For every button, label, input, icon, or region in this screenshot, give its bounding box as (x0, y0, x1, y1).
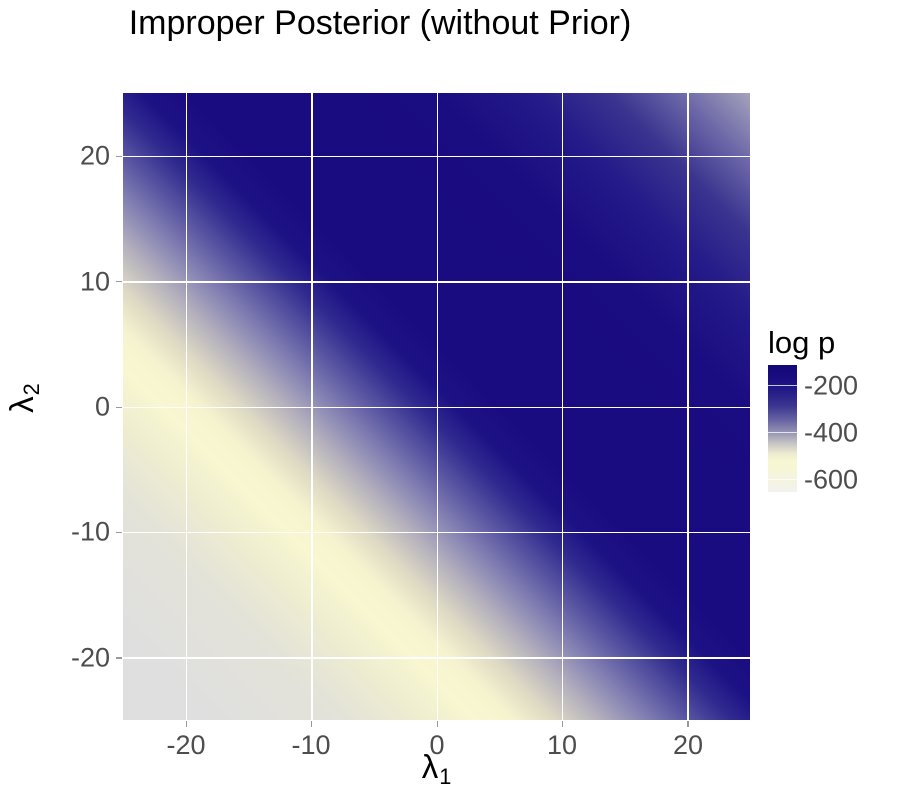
y-tick-label: -20 (70, 642, 110, 673)
legend-title: log p (768, 325, 836, 360)
y-tick-label: 0 (94, 391, 110, 422)
y-tick-mark (116, 406, 122, 408)
x-tick-label: -20 (166, 730, 206, 760)
x-axis-title-subscript: 1 (439, 764, 452, 790)
x-tick-mark (687, 721, 689, 727)
gridline-y-major (123, 657, 750, 659)
y-tick-mark (116, 531, 122, 534)
x-tick-label: 20 (672, 730, 704, 760)
y-axis: 20 10 0 -10 -20 (0, 0, 122, 800)
y-axis-title: λ2 (3, 328, 45, 468)
legend-tick-mark (768, 432, 797, 434)
page-title: Improper Posterior (without Prior) (128, 4, 632, 42)
legend-tick-label: -200 (804, 370, 859, 401)
legend-tick-label: -600 (804, 464, 859, 495)
x-axis-title: λ1 (123, 748, 750, 790)
legend-tick-mark (768, 385, 797, 387)
y-tick-label: 10 (79, 266, 110, 297)
gridline-y-major (123, 281, 750, 283)
y-axis-title-subscript: 2 (19, 383, 45, 396)
y-tick-label: -10 (70, 516, 110, 547)
legend-tick-mark (768, 479, 797, 481)
x-tick-mark (436, 721, 438, 727)
x-tick-mark (561, 721, 564, 727)
x-axis-title-base: λ (421, 748, 439, 785)
y-axis-title-base: λ (2, 396, 40, 413)
gridline-y-major (123, 155, 750, 158)
x-tick-label: -10 (291, 730, 331, 760)
plot-panel (123, 93, 750, 720)
gridline-y-major (123, 406, 750, 409)
x-tick-label: 10 (546, 730, 578, 760)
gridline-y-major (123, 531, 750, 534)
y-tick-label: 20 (79, 140, 110, 171)
y-tick-mark (116, 657, 122, 659)
y-tick-mark (116, 155, 122, 158)
y-tick-mark (116, 281, 122, 283)
x-tick-mark (311, 721, 313, 727)
legend-tick-label: -400 (804, 417, 859, 448)
x-tick-label: 0 (429, 730, 445, 760)
x-tick-mark (185, 721, 188, 727)
